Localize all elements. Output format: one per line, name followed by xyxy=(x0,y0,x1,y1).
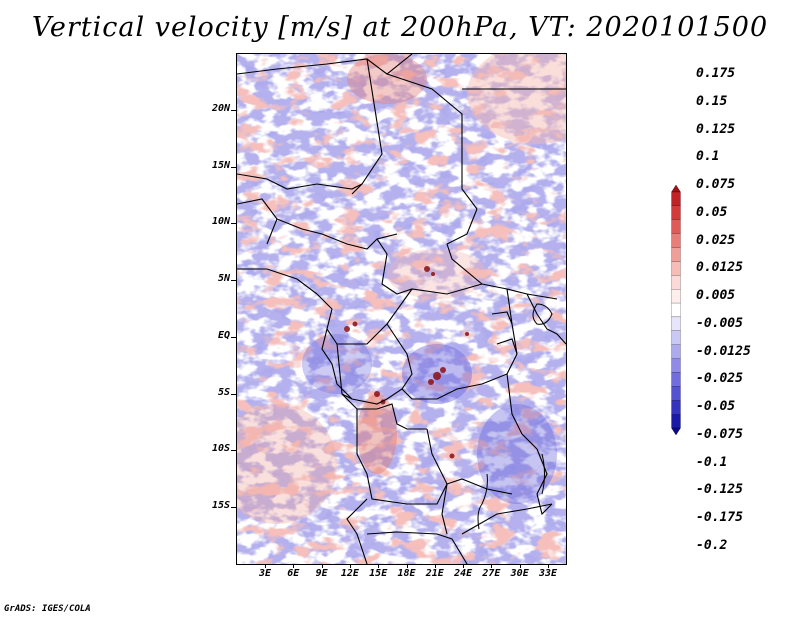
velocity-field xyxy=(237,54,566,564)
colorbar-box xyxy=(671,205,681,220)
latitude-label: 5S xyxy=(217,386,230,398)
longitude-label: 12E xyxy=(340,568,359,579)
plot-title: Vertical velocity [m/s] at 200hPa, VT: 2… xyxy=(31,12,769,43)
red-region xyxy=(467,54,566,144)
colorbar-level-label: 0.0125 xyxy=(696,260,743,276)
colorbar-level-label: -0.1 xyxy=(696,454,728,470)
latitude-tick xyxy=(231,506,236,508)
map-panel[interactable] xyxy=(236,53,567,565)
colorbar-level-label: 0.125 xyxy=(696,121,736,137)
longitude-tick xyxy=(378,564,380,568)
colorbar-level-label: -0.0125 xyxy=(696,343,751,359)
colorbar-level-label: 0.005 xyxy=(696,288,736,304)
longitude-tick xyxy=(548,564,549,568)
colorbar-box xyxy=(671,302,681,318)
latitude-label: 5N xyxy=(217,273,230,285)
latitude-label: 10S xyxy=(211,443,230,455)
longitude-tick xyxy=(463,564,465,568)
longitude-tick xyxy=(293,564,295,568)
longitude-label: 9E xyxy=(315,568,328,579)
lake-malawi xyxy=(541,453,545,495)
colorbar-box xyxy=(671,386,681,401)
colorbar-box xyxy=(671,233,681,248)
longitude-label: 21E xyxy=(425,568,444,579)
colorbar-level-label: 0.025 xyxy=(696,232,736,248)
longitude-tick xyxy=(406,564,408,568)
colorbar-box xyxy=(671,358,681,373)
lake-tanganyika xyxy=(477,473,488,530)
latitude-tick xyxy=(231,393,236,395)
longitude-label: 30E xyxy=(510,568,529,579)
latitude-label: 15N xyxy=(211,159,230,171)
colorbar-level-label: -0.175 xyxy=(696,510,743,526)
latitude-label: 15S xyxy=(211,499,230,511)
longitude-label: 15E xyxy=(369,568,388,579)
longitude-label: 6E xyxy=(287,568,300,579)
colorbar-box xyxy=(671,289,681,304)
colorbar-box xyxy=(671,219,681,234)
colorbar-box xyxy=(671,261,681,276)
colorbar-level-label: -0.005 xyxy=(696,315,743,331)
colorbar-box xyxy=(671,344,681,359)
colorbar xyxy=(671,184,681,436)
longitude-label: 27E xyxy=(482,568,501,579)
colorbar-level-label: -0.125 xyxy=(696,482,743,498)
blue-region xyxy=(477,404,557,504)
colorbar-level-label: -0.05 xyxy=(696,399,736,415)
red-region xyxy=(237,404,337,524)
colorbar-level-label: 0.075 xyxy=(696,177,736,193)
colorbar-max-triangle xyxy=(671,184,681,193)
colorbar-box xyxy=(671,247,681,262)
colorbar-level-label: 0.1 xyxy=(696,149,720,165)
colorbar-level-label: -0.075 xyxy=(696,426,743,442)
latitude-label: 10N xyxy=(211,216,230,228)
latitude-tick xyxy=(231,166,236,168)
latitude-tick xyxy=(231,336,236,338)
longitude-label: 18E xyxy=(397,568,416,579)
lake-outlines xyxy=(477,303,553,530)
longitude-label: 33E xyxy=(538,568,558,579)
colorbar-box xyxy=(671,316,681,331)
longitude-label: 3E xyxy=(258,568,272,579)
colorbar-level-label: 0.175 xyxy=(696,66,736,81)
longitude-tick xyxy=(321,564,323,568)
lake-victoria xyxy=(532,303,553,325)
red-region xyxy=(347,54,427,104)
red-region xyxy=(387,249,487,299)
red-region xyxy=(357,394,397,474)
colorbar-box xyxy=(671,400,681,415)
latitude-label: 20N xyxy=(211,103,230,114)
colorbar-level-label: 0.15 xyxy=(696,93,728,109)
longitude-tick xyxy=(349,564,351,568)
colorbar-min-triangle xyxy=(671,427,681,436)
credit: GrADS: IGES/COLA xyxy=(4,604,91,614)
colorbar-level-label: -0.025 xyxy=(696,371,743,387)
latitude-tick xyxy=(231,110,236,111)
latitude-label: EQ xyxy=(217,329,230,341)
longitude-label: 24E xyxy=(454,568,473,579)
longitude-tick xyxy=(434,564,436,568)
longitude-tick xyxy=(491,564,493,568)
colorbar-box xyxy=(671,275,681,290)
colorbar-box xyxy=(671,330,681,345)
blue-region xyxy=(302,334,372,394)
colorbar-box xyxy=(671,372,681,387)
field-red-layer xyxy=(237,54,566,564)
longitude-tick xyxy=(519,564,521,568)
latitude-tick xyxy=(231,223,236,225)
longitude-tick xyxy=(265,564,266,568)
country-borders xyxy=(237,54,566,564)
colorbar-level-label: -0.2 xyxy=(696,538,728,553)
latitude-tick xyxy=(231,450,236,452)
convective-cells xyxy=(344,266,469,459)
colorbar-level-label: 0.05 xyxy=(696,204,728,220)
latitude-tick xyxy=(231,280,236,282)
colorbar-box xyxy=(671,191,681,206)
colorbar-box xyxy=(671,414,681,429)
